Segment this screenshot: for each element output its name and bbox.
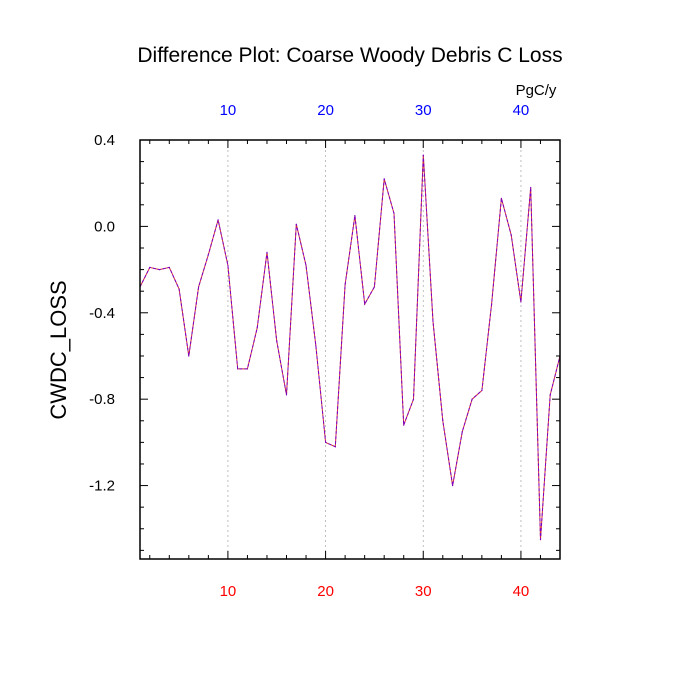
data-point <box>344 284 346 286</box>
series-line <box>139 155 561 540</box>
data-point <box>227 264 229 266</box>
data-point <box>149 266 151 268</box>
data-point <box>325 441 327 443</box>
data-point <box>403 424 405 426</box>
data-point <box>178 288 180 290</box>
x-tick-label-bottom: 40 <box>513 583 530 600</box>
series-layer <box>139 154 561 541</box>
data-point <box>256 327 258 329</box>
data-point <box>549 394 551 396</box>
x-tick-label-bottom: 20 <box>317 583 334 600</box>
chart-title: Difference Plot: Coarse Woody Debris C L… <box>137 44 562 67</box>
x-tick-label-top: 40 <box>513 102 530 119</box>
data-point <box>246 368 248 370</box>
data-point <box>285 394 288 396</box>
data-point <box>530 186 532 189</box>
data-point <box>354 215 356 217</box>
plot-frame <box>139 139 561 560</box>
x-tick-label-top: 30 <box>415 102 432 119</box>
y-tick-label: -0.4 <box>89 305 115 322</box>
x-tick-label-bottom: 30 <box>415 583 432 600</box>
data-point <box>510 234 512 236</box>
data-point <box>188 355 190 357</box>
data-point <box>334 446 336 448</box>
data-point <box>198 286 200 288</box>
data-point <box>315 344 317 346</box>
data-point <box>491 303 493 305</box>
data-point <box>520 301 522 303</box>
data-point <box>207 253 209 256</box>
data-point <box>158 269 161 271</box>
data-point <box>373 286 375 288</box>
y-tick-label: -0.8 <box>89 391 115 408</box>
data-point <box>266 251 268 253</box>
data-point <box>383 178 385 180</box>
data-point <box>412 398 415 400</box>
y-tick-label: 0.4 <box>94 132 115 149</box>
data-point <box>237 368 239 370</box>
units-label: PgC/y <box>516 82 557 99</box>
data-point <box>471 398 473 400</box>
data-point <box>422 154 424 156</box>
x-tick-label-bottom: 10 <box>220 583 237 600</box>
data-point <box>432 320 434 322</box>
data-point <box>461 431 463 433</box>
data-point <box>276 340 278 342</box>
data-point <box>442 420 444 422</box>
data-point <box>452 485 454 487</box>
data-point <box>481 389 483 392</box>
x-tick-label-top: 10 <box>220 102 237 119</box>
y-tick-label: 0.0 <box>94 218 115 235</box>
data-point <box>500 197 502 199</box>
y-axis-label: CWDC_LOSS <box>46 280 71 419</box>
data-point <box>305 264 307 266</box>
data-point <box>217 219 219 221</box>
x-tick-label-top: 20 <box>317 102 334 119</box>
data-point <box>393 212 395 214</box>
y-tick-label: -1.2 <box>89 478 115 495</box>
data-point <box>539 539 542 541</box>
data-point <box>295 223 297 225</box>
data-point <box>168 266 170 268</box>
axis-ticks <box>140 139 561 559</box>
tick-labels: 10 10 20 20 30 30 40 40 0.4 0.0 -0.4 -0.8 -1.2 <box>89 102 529 600</box>
series-line-base <box>139 155 561 540</box>
grid-lines <box>227 140 522 559</box>
data-point <box>364 303 366 305</box>
